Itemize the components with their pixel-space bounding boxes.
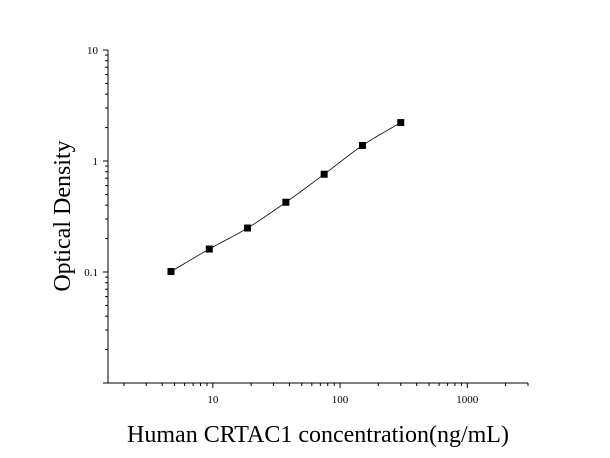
x-axis-title: Human CRTAC1 concentration(ng/mL)	[127, 422, 509, 448]
y-tick-label: 1	[93, 156, 99, 168]
x-tick-label: 1000	[456, 394, 479, 406]
fit-curve	[170, 122, 401, 272]
data-point	[282, 198, 290, 206]
y-tick-label: 10	[87, 45, 99, 57]
x-tick-label: 10	[207, 394, 219, 406]
data-points	[167, 119, 405, 276]
data-point	[205, 245, 213, 253]
axes	[107, 50, 528, 384]
ticks	[103, 49, 529, 388]
y-axis-title: Optical Density	[50, 140, 76, 291]
data-point	[320, 170, 328, 178]
tick-labels: 10 100 1000 0.1 1 10	[84, 45, 479, 406]
data-point	[167, 268, 175, 276]
data-point	[397, 119, 405, 127]
y-tick-label: 0.1	[84, 267, 98, 279]
x-tick-label: 100	[332, 394, 349, 406]
data-point	[244, 224, 252, 232]
data-point	[358, 141, 366, 149]
